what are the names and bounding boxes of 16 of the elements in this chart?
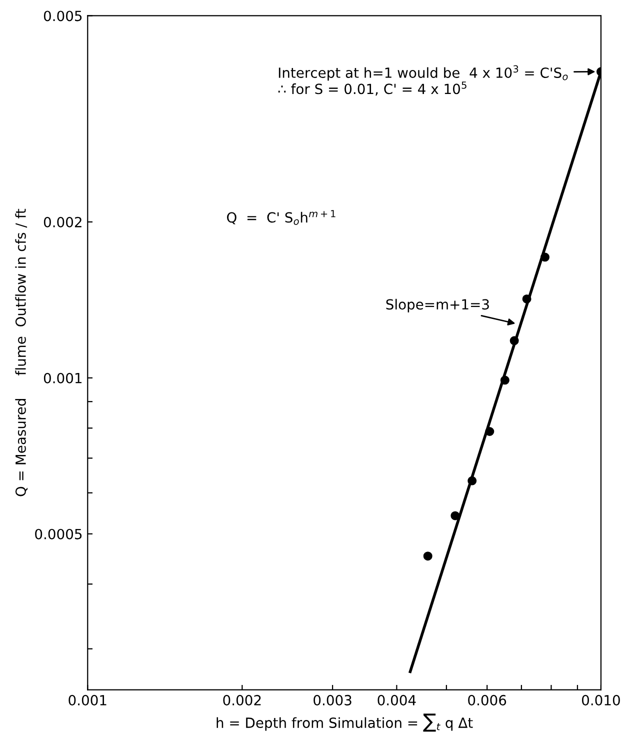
x-tick-label: 0.010: [582, 694, 620, 706]
annotation: Q = C' S$_{o}$h$^{m+1}$: [227, 210, 336, 225]
y-tick-label: 0.005: [44, 10, 82, 22]
x-tick-label: 0.001: [68, 694, 106, 706]
x-tick-label: 0.004: [378, 694, 416, 706]
x-tick-label: 0.002: [223, 694, 261, 706]
x-axis-title: h = Depth from Simulation = ∑$_{t}$ q Δt: [216, 714, 473, 732]
annotation: Intercept at h=1 would be 4 x 10$^{3}$ = C'S$_{o}$: [278, 65, 568, 81]
y-tick-label: 0.001: [44, 372, 82, 384]
annotation: ∴ for S = 0.01, C' = 4 x 10$^{5}$: [278, 82, 466, 96]
y-tick-label: 0.002: [44, 216, 82, 228]
x-tick-label: 0.006: [468, 694, 506, 706]
x-tick-label: 0.003: [314, 694, 352, 706]
y-axis-title: Q = Measured flume Outflow in cfs / ft: [15, 208, 28, 496]
y-tick-label: 0.0005: [35, 528, 82, 540]
annotation: Slope=m+1=3: [386, 298, 489, 312]
